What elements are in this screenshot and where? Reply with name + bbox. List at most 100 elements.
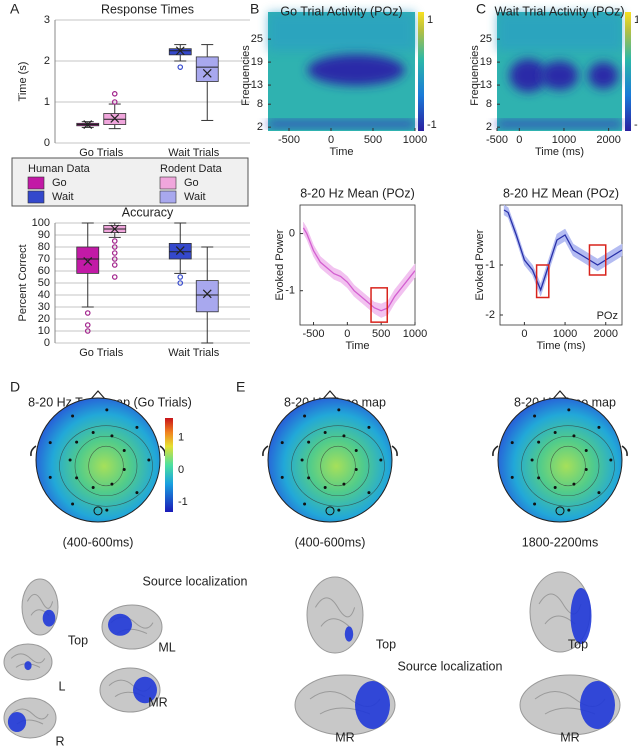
x-axis-label: Time (ms) [535, 146, 584, 158]
legend-swatch [27, 190, 45, 204]
electrode [537, 440, 541, 444]
y-tick-label: 70 [38, 253, 50, 265]
electrode [105, 408, 109, 412]
legend-label: Wait [184, 191, 206, 203]
y-axis-label: Evoked Power [274, 229, 286, 300]
x-axis-label: Time [345, 340, 369, 352]
x-tick-label: 1000 [552, 134, 576, 146]
contour [306, 435, 370, 497]
x-tick-label: 0 [328, 134, 334, 146]
electrode [597, 491, 601, 495]
colorbar [165, 418, 173, 512]
electrode [71, 502, 75, 506]
y-tick-label: 3 [44, 14, 50, 26]
colorbar-tick-label: -1 [178, 496, 188, 508]
legend-group-title: Rodent Data [160, 163, 223, 175]
chart-title: 8-20 Hz Mean (POz) [300, 186, 415, 200]
plot-frame [299, 204, 416, 326]
box [168, 48, 192, 56]
electrode [342, 434, 346, 438]
y-tick-label: 50 [38, 277, 50, 289]
legend-label: Wait [52, 191, 74, 203]
contour [59, 425, 153, 507]
brain-sulci [314, 597, 356, 627]
y-tick-label: 40 [38, 289, 50, 301]
y-tick-label: 2 [486, 121, 492, 133]
x-tick-label: Wait Trials [168, 147, 219, 159]
topomap [497, 397, 623, 523]
electrode [75, 440, 79, 444]
outlier [84, 328, 91, 334]
legend-box [11, 157, 249, 207]
brain-label: MR [560, 730, 579, 744]
mean-marker [202, 68, 212, 78]
colorbar-tick-label: 1 [427, 14, 433, 26]
brain [306, 576, 364, 654]
y-tick-label: 30 [38, 301, 50, 313]
y-tick-label: 20 [38, 313, 50, 325]
electrode [91, 431, 95, 435]
electrode [354, 448, 358, 452]
colorbar-tick-label: -1 [427, 119, 437, 131]
electrode [572, 434, 576, 438]
legend-group-title: Human Data [28, 163, 91, 175]
brain-label: MR [148, 695, 167, 709]
electrode [553, 431, 557, 435]
y-axis-label: Time (s) [17, 62, 29, 102]
colorbar-tick-label: 0 [178, 464, 184, 476]
outlier [111, 256, 118, 262]
y-tick-label: 100 [32, 217, 50, 229]
electrode [367, 425, 371, 429]
y-tick-label: -1 [285, 285, 295, 297]
topomap [267, 397, 393, 523]
heatmap-upper [497, 12, 622, 51]
heatmap-blob [307, 54, 405, 86]
box [195, 56, 219, 82]
electrode [110, 482, 114, 486]
electrode [379, 458, 383, 462]
contour [88, 445, 124, 487]
y-tick-label: 0 [289, 227, 295, 239]
line [302, 227, 416, 312]
y-axis-label: Percent Correct [17, 244, 29, 321]
head-ear [30, 445, 37, 457]
electrode [342, 482, 346, 486]
brain-label: L [59, 679, 66, 693]
head-ear [391, 445, 398, 457]
y-tick-label: 10 [38, 325, 50, 337]
topomap-caption: 1800-2200ms [522, 535, 598, 549]
x-tick-label: 500 [364, 134, 382, 146]
box [195, 280, 219, 313]
colorbar-tick-label: 1 [634, 14, 638, 26]
electrode-poz [93, 506, 103, 516]
chart-title: Response Times [101, 2, 194, 16]
y-tick-label: 19 [251, 56, 263, 68]
highlight-box [370, 287, 389, 323]
outlier [177, 64, 184, 70]
chart-title: Accuracy [122, 205, 174, 219]
panel-letter: D [10, 379, 20, 395]
colorbar-tick-label: 1 [178, 431, 184, 443]
electrode [75, 476, 79, 480]
electrode [68, 458, 72, 462]
electrode [71, 414, 75, 418]
electrode [122, 468, 126, 472]
electrode [122, 448, 126, 452]
x-tick-label: 0 [344, 328, 350, 340]
head-ear [262, 445, 269, 457]
electrode [584, 468, 588, 472]
electrode [323, 485, 327, 489]
electrode [533, 502, 537, 506]
activation [580, 681, 615, 729]
mean-marker [175, 46, 185, 56]
outlier [111, 91, 118, 97]
electrode [135, 425, 139, 429]
x-axis-label: Time [329, 146, 353, 158]
heatmap-lowband [268, 121, 415, 127]
x-tick-label: 2000 [593, 328, 617, 340]
x-tick-label: 2000 [596, 134, 620, 146]
electrode [337, 408, 341, 412]
electrode [147, 458, 151, 462]
mean-marker [83, 120, 93, 129]
electrode [135, 491, 139, 495]
